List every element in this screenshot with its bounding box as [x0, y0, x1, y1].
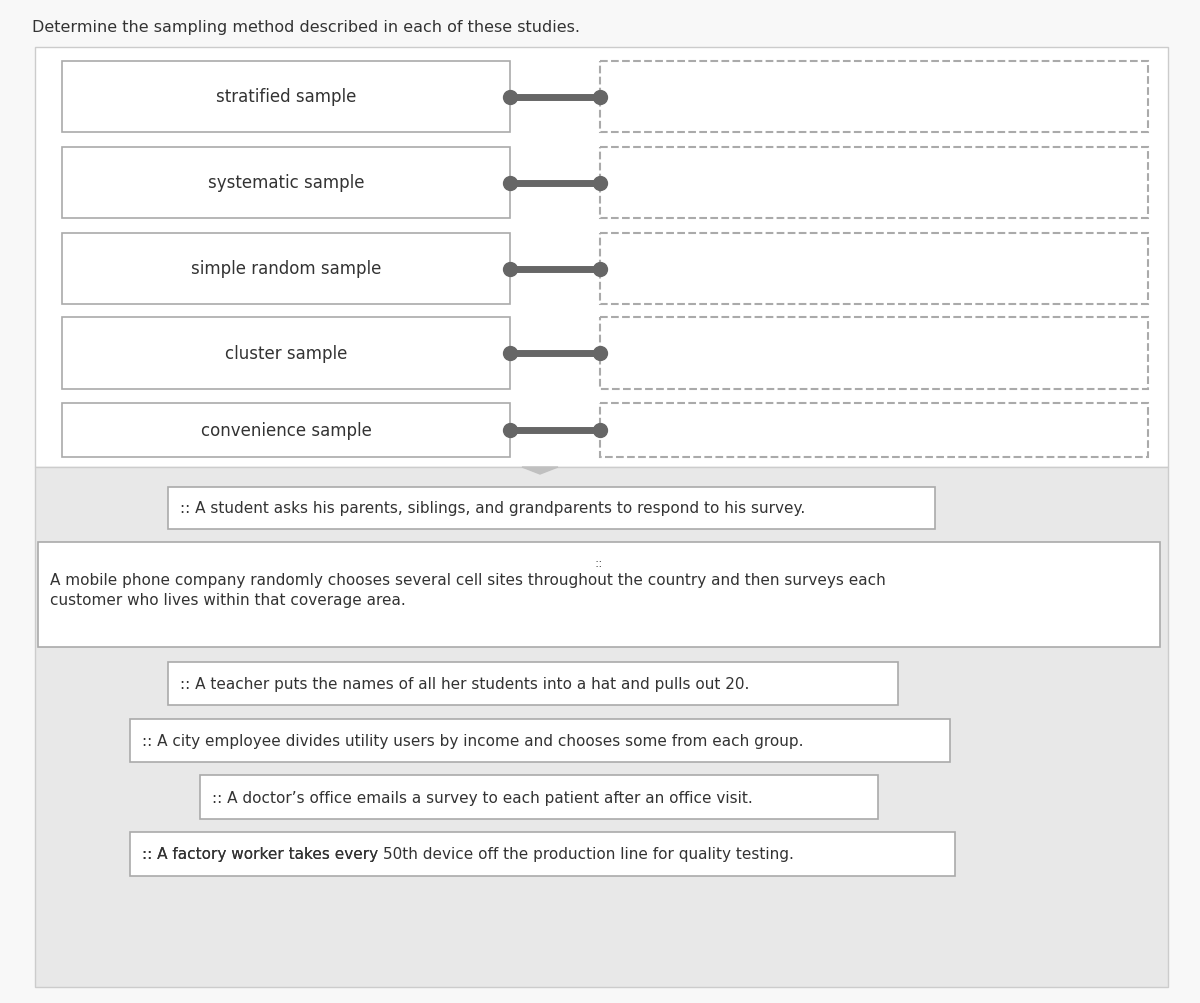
Text: customer who lives within that coverage area.: customer who lives within that coverage … — [50, 593, 406, 608]
Bar — [600, 318, 1148, 389]
Bar — [35, 48, 1168, 467]
Text: :: A factory worker takes every: :: A factory worker takes every — [142, 847, 383, 862]
Text: convenience sample: convenience sample — [200, 421, 372, 439]
Bar — [200, 775, 878, 819]
Text: :: A student asks his parents, siblings, and grandparents to respond to his surv: :: A student asks his parents, siblings,… — [180, 502, 805, 516]
Bar — [130, 832, 955, 877]
Bar — [600, 62, 1148, 132]
Text: systematic sample: systematic sample — [208, 175, 365, 193]
Bar — [38, 543, 1160, 647]
Bar — [62, 62, 510, 132]
Bar — [62, 234, 510, 305]
Bar — [35, 467, 1168, 987]
Text: A mobile phone company randomly chooses several cell sites throughout the countr: A mobile phone company randomly chooses … — [50, 573, 886, 588]
Bar — [62, 147, 510, 219]
Text: stratified sample: stratified sample — [216, 88, 356, 106]
Bar — [600, 147, 1148, 219]
Text: ::: :: — [595, 557, 604, 570]
Bar — [600, 234, 1148, 305]
Text: :: A teacher puts the names of all her students into a hat and pulls out 20.: :: A teacher puts the names of all her s… — [180, 676, 749, 691]
Text: :: A factory worker takes every 50th device off the production line for quality : :: A factory worker takes every 50th dev… — [142, 847, 794, 862]
Text: :: A doctor’s office emails a survey to each patient after an office visit.: :: A doctor’s office emails a survey to … — [212, 789, 752, 804]
Polygon shape — [522, 467, 558, 474]
Text: :: A city employee divides utility users by income and chooses some from each gr: :: A city employee divides utility users… — [142, 733, 804, 748]
Text: Determine the sampling method described in each of these studies.: Determine the sampling method described … — [32, 20, 580, 35]
Text: cluster sample: cluster sample — [224, 345, 347, 363]
Bar — [62, 318, 510, 389]
Bar — [130, 719, 950, 762]
Bar — [168, 662, 898, 705]
Text: simple random sample: simple random sample — [191, 260, 382, 278]
Bar — [62, 403, 510, 457]
Bar — [600, 403, 1148, 457]
Bar — [168, 487, 935, 530]
